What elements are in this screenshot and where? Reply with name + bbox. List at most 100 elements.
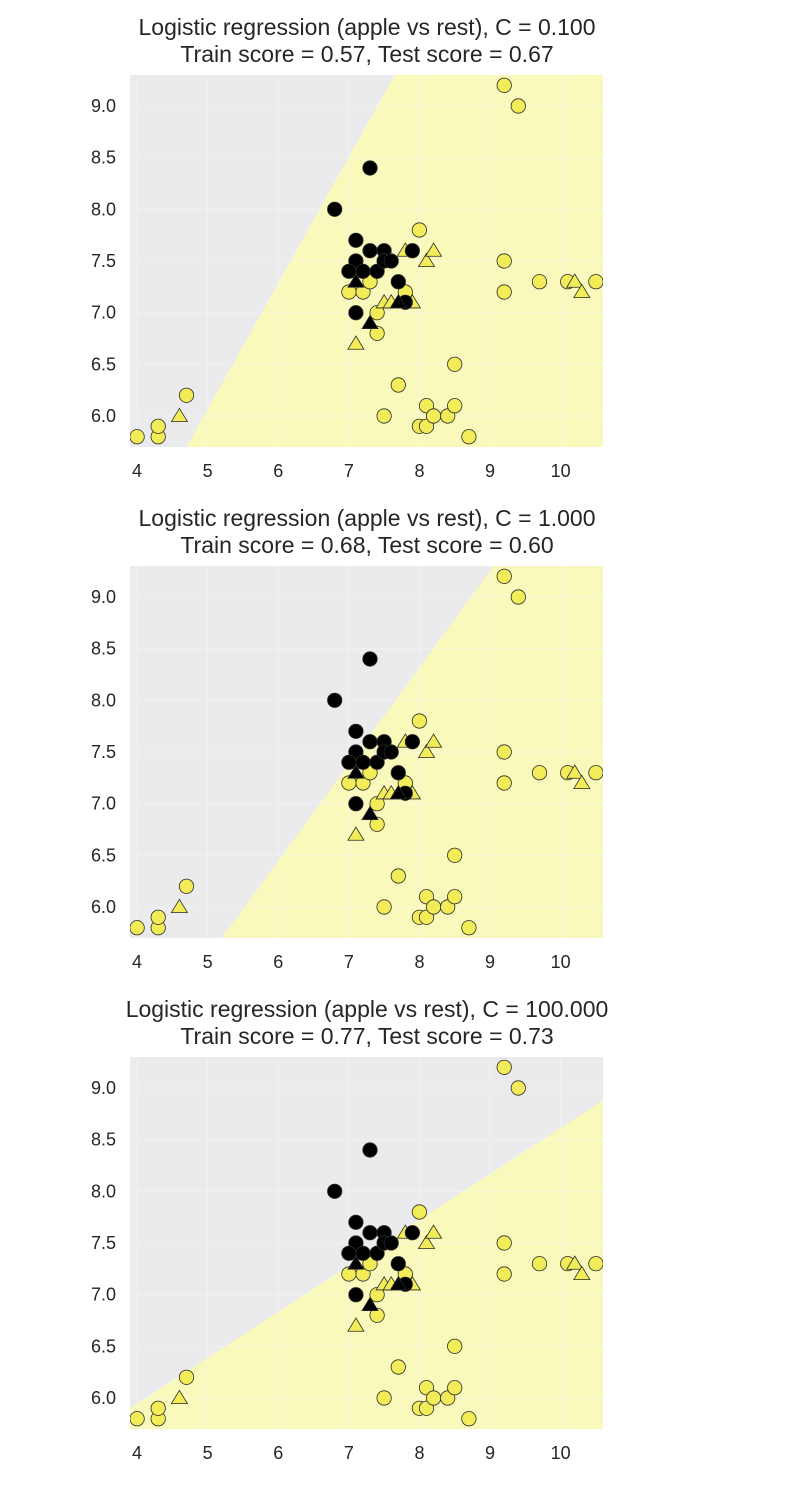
point-apple-train [369, 305, 385, 321]
y-tick-label: 7.5 [91, 1233, 116, 1253]
point-apple-train [496, 775, 512, 791]
x-tick-label: 9 [485, 461, 495, 481]
point-apple-train [390, 868, 406, 884]
point-apple-train [496, 1235, 512, 1251]
point-apple-test [573, 1265, 591, 1281]
y-tick-label: 8.0 [91, 199, 116, 219]
y-tick-label: 8.5 [91, 148, 116, 168]
point-rest-train [390, 274, 406, 290]
point-apple-train [496, 77, 512, 93]
point-apple-test [347, 335, 365, 350]
point-apple-train [531, 274, 548, 290]
point-rest-train [362, 160, 378, 176]
point-apple-train [376, 1390, 392, 1406]
point-apple-train [130, 920, 145, 936]
point-apple-train [376, 408, 392, 424]
y-tick-label: 7.0 [91, 1285, 116, 1305]
point-apple-test [424, 733, 443, 748]
chart-title: Logistic regression (apple vs rest), C =… [125, 996, 609, 1022]
point-apple-test [566, 273, 584, 288]
point-rest-train [348, 796, 364, 812]
point-rest-train [355, 1245, 371, 1261]
point-rest-train [348, 1287, 364, 1303]
point-rest-test [347, 764, 365, 779]
x-tick-label: 5 [203, 1443, 213, 1463]
point-rest-test [389, 293, 407, 309]
y-tick-label: 9.0 [91, 96, 116, 116]
point-rest-test [347, 1255, 365, 1270]
point-apple-train [178, 1369, 195, 1385]
point-apple-test [347, 1317, 365, 1332]
point-apple-train [510, 589, 526, 605]
point-apple-test [170, 898, 189, 914]
point-apple-train [178, 878, 195, 894]
point-apple-train [341, 775, 357, 791]
point-rest-train [348, 232, 364, 248]
y-tick-label: 7.5 [91, 742, 116, 762]
point-apple-train [130, 429, 145, 445]
point-rest-train [355, 263, 371, 279]
point-apple-test [417, 743, 436, 759]
point-apple-train [411, 713, 427, 729]
y-tick-label: 6.0 [91, 897, 116, 917]
point-apple-test [417, 1234, 436, 1250]
x-tick-label: 10 [551, 1443, 571, 1463]
point-apple-train [461, 429, 477, 445]
point-rest-train [327, 201, 343, 217]
point-apple-train [447, 1338, 463, 1354]
y-tick-label: 7.0 [91, 303, 116, 323]
point-apple-train [369, 796, 385, 812]
point-apple-train [411, 1204, 427, 1220]
point-apple-train [588, 765, 603, 781]
x-tick-label: 4 [132, 952, 142, 972]
chart-panel-2: Logistic regression (apple vs rest), C =… [0, 491, 804, 982]
scatter-plot-3: 4 5 6 7 8 9 10 6.0 6.5 7.0 7.5 8.0 8.5 9.0 [91, 1057, 603, 1463]
point-rest-test [361, 314, 379, 330]
point-apple-train [390, 377, 406, 393]
point-apple-train [362, 765, 378, 781]
y-tick-label: 7.5 [91, 251, 116, 271]
point-apple-train [461, 920, 477, 936]
point-rest-train [327, 692, 343, 708]
point-rest-train [362, 651, 378, 667]
x-tick-label: 5 [203, 952, 213, 972]
x-tick-label: 4 [132, 461, 142, 481]
chart-panel-1: Logistic regression (apple vs rest), C =… [0, 0, 804, 491]
point-apple-train [369, 1307, 385, 1323]
point-apple-test [424, 242, 443, 257]
point-rest-train [404, 1225, 420, 1241]
point-apple-train [496, 744, 512, 760]
point-apple-train [496, 1266, 512, 1282]
point-rest-train [404, 243, 420, 259]
chart-title: Logistic regression (apple vs rest), C =… [138, 505, 596, 531]
x-tick-label: 4 [132, 1443, 142, 1463]
y-tick-label: 9.0 [91, 1078, 116, 1098]
point-rest-test [361, 805, 379, 821]
x-tick-label: 7 [344, 1443, 354, 1463]
y-tick-label: 6.5 [91, 354, 116, 374]
x-tick-label: 8 [414, 461, 424, 481]
point-apple-train [369, 325, 385, 341]
x-tick-label: 8 [414, 1443, 424, 1463]
point-rest-train [362, 243, 378, 259]
point-rest-train [341, 1245, 357, 1261]
point-rest-train [362, 1142, 378, 1158]
x-tick-label: 6 [273, 461, 283, 481]
point-apple-train [496, 1059, 512, 1075]
point-rest-train [355, 754, 371, 770]
point-apple-test [566, 764, 584, 779]
point-apple-test [347, 826, 365, 841]
point-apple-train [130, 1411, 145, 1427]
point-apple-train [362, 274, 378, 290]
x-tick-label: 5 [203, 461, 213, 481]
point-apple-train [447, 889, 463, 905]
point-rest-train [348, 305, 364, 321]
point-rest-train [341, 754, 357, 770]
point-apple-train [376, 899, 392, 915]
point-apple-test [573, 774, 591, 790]
y-tick-label: 6.0 [91, 1388, 116, 1408]
point-apple-test [170, 1389, 189, 1405]
point-apple-test [566, 1255, 584, 1270]
point-rest-test [389, 784, 407, 800]
